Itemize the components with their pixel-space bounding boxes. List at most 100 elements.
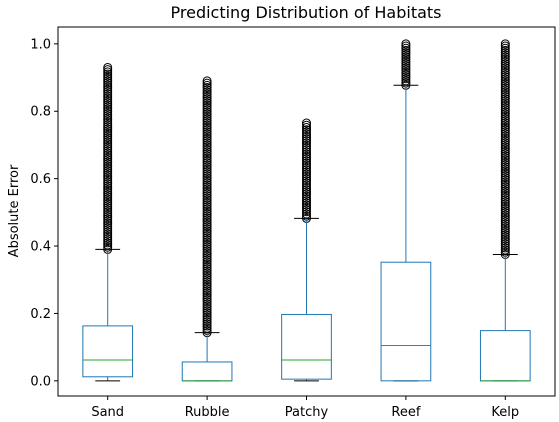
flier-point-sand [103, 201, 113, 211]
flier-point-kelp [500, 100, 510, 110]
flier-point-patchy [302, 180, 311, 190]
flier-point-rubble [202, 257, 212, 267]
flier-point-kelp [500, 166, 510, 176]
flier-point-kelp [500, 179, 510, 189]
flier-point-kelp [500, 65, 510, 75]
flier-point-kelp [500, 181, 510, 191]
flier-point-rubble [202, 312, 212, 322]
flier-point-rubble [202, 76, 212, 86]
flier-point-rubble [202, 206, 212, 216]
flier-point-rubble [202, 122, 212, 132]
flier-point-patchy [302, 169, 311, 179]
flier-point-sand [103, 157, 113, 167]
flier-point-sand [103, 205, 113, 215]
flier-point-reef [401, 56, 411, 66]
flier-point-sand [103, 187, 113, 197]
flier-point-reef [401, 58, 411, 68]
y-axis-label: Absolute Error [7, 164, 22, 257]
flier-point-rubble [202, 303, 212, 313]
flier-point-patchy [302, 176, 311, 186]
flier-point-rubble [202, 180, 212, 190]
flier-point-kelp [500, 124, 510, 134]
flier-point-rubble [202, 275, 212, 285]
flier-point-rubble [202, 211, 212, 221]
flier-point-sand [103, 73, 113, 83]
flier-point-kelp [500, 142, 510, 152]
flier-point-sand [103, 137, 113, 147]
flier-point-rubble [202, 297, 212, 307]
flier-point-patchy [302, 127, 311, 137]
flier-point-sand [103, 111, 113, 121]
flier-point-rubble [202, 277, 212, 287]
flier-point-rubble [202, 91, 212, 101]
flier-point-kelp [500, 164, 510, 174]
flier-point-patchy [302, 200, 311, 210]
flier-point-kelp [500, 212, 510, 222]
y-tick-label: 0.2 [30, 307, 51, 322]
flier-point-sand [103, 150, 113, 160]
flier-point-kelp [500, 168, 510, 178]
flier-point-kelp [500, 208, 510, 218]
flier-point-sand [103, 181, 113, 191]
flier-point-sand [103, 78, 113, 88]
flier-point-rubble [202, 253, 212, 263]
flier-point-kelp [500, 76, 510, 86]
flier-point-kelp [500, 59, 510, 69]
flier-point-kelp [500, 234, 510, 244]
flier-point-sand [103, 100, 113, 110]
flier-point-sand [103, 165, 113, 175]
flier-point-sand [103, 135, 113, 145]
flier-point-sand [103, 155, 113, 165]
flier-point-reef [401, 74, 411, 84]
y-tick-label: 0.0 [30, 374, 51, 389]
flier-point-rubble [202, 80, 212, 90]
flier-point-rubble [202, 100, 212, 110]
flier-point-sand [103, 231, 113, 241]
flier-point-patchy [302, 205, 311, 215]
flier-point-rubble [202, 235, 212, 245]
flier-point-kelp [500, 92, 510, 102]
flier-point-kelp [500, 45, 510, 55]
flier-point-sand [103, 93, 113, 103]
flier-point-sand [103, 214, 113, 224]
flier-point-kelp [500, 175, 510, 185]
flier-point-patchy [302, 136, 311, 146]
flier-point-sand [103, 196, 113, 206]
flier-point-rubble [202, 272, 212, 282]
flier-point-rubble [202, 217, 212, 227]
flier-point-rubble [202, 153, 212, 163]
flier-point-rubble [202, 147, 212, 157]
flier-point-reef [401, 61, 411, 71]
flier-point-rubble [202, 142, 212, 152]
flier-point-kelp [500, 221, 510, 231]
flier-point-patchy [302, 173, 311, 183]
flier-point-sand [103, 130, 113, 140]
flier-point-patchy [302, 129, 311, 139]
flier-point-rubble [202, 299, 212, 309]
flier-point-kelp [500, 54, 510, 64]
flier-point-sand [103, 84, 113, 94]
box-rubble [181, 361, 233, 382]
flier-point-rubble [202, 140, 212, 150]
flier-point-rubble [202, 151, 212, 161]
plot-area: 0.0 0.2 0.4 0.6 0.8 1.0 Sand Rubble Patchy Reef Ke… [30, 37, 531, 420]
flier-point-kelp [500, 133, 510, 143]
flier-point-sand [103, 91, 113, 101]
flier-point-kelp [500, 63, 510, 73]
flier-point-rubble [202, 321, 212, 331]
flier-point-patchy [302, 198, 311, 208]
flier-point-patchy [302, 187, 311, 197]
flier-point-rubble [202, 105, 212, 115]
flier-point-sand [103, 159, 113, 169]
flier-point-kelp [500, 122, 510, 132]
flier-point-sand [103, 190, 113, 200]
flier-point-rubble [202, 213, 212, 223]
flier-point-rubble [202, 155, 212, 165]
flier-point-patchy [302, 158, 311, 168]
flier-point-sand [103, 236, 113, 246]
flier-point-rubble [202, 138, 212, 148]
flier-point-kelp [500, 129, 510, 139]
flier-point-patchy [302, 149, 311, 159]
flier-point-kelp [500, 70, 510, 80]
